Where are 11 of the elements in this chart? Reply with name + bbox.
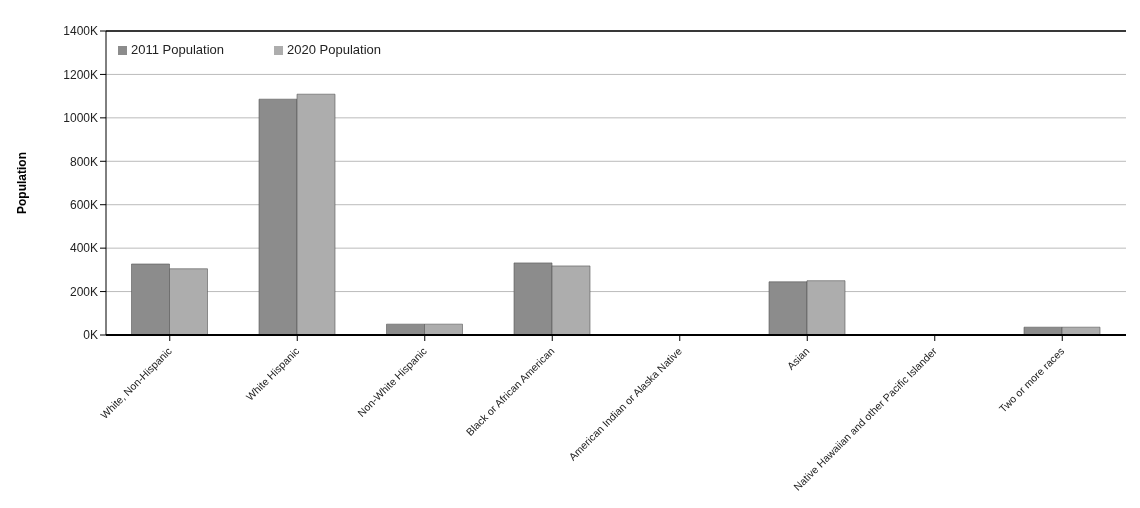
y-tick-label: 800K [69, 154, 98, 169]
y-axis-title: Population [15, 152, 30, 214]
y-tick-label: 200K [69, 284, 98, 299]
y-tick-label: 400K [69, 241, 98, 256]
y-tick-label: 1000K [63, 111, 98, 126]
legend-label: 2011 Population [131, 42, 225, 57]
y-tick-label: 1400K [63, 24, 98, 39]
y-tick-label: 1200K [63, 67, 98, 82]
legend-label: 2020 Population [287, 42, 381, 57]
y-tick-label: 0K [83, 328, 98, 343]
y-tick-label: 600K [69, 197, 98, 212]
